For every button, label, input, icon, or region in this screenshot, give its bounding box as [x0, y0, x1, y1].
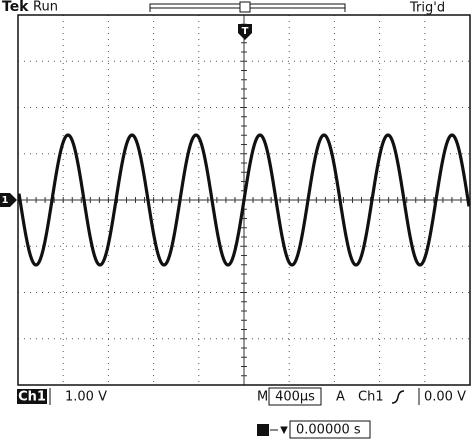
- trigger-level: 0.00 V: [424, 390, 466, 405]
- trigger-marker-label: T: [242, 26, 249, 37]
- trigger-slope: [391, 390, 405, 404]
- brand: Tek: [2, 0, 29, 15]
- record-position: [239, 1, 251, 13]
- channel: Ch1: [18, 390, 46, 405]
- channel-marker: [0, 193, 17, 207]
- vertical-scale: 1.00 V: [65, 390, 107, 405]
- position-box: [289, 420, 371, 439]
- position-icon: [257, 424, 269, 436]
- screen-border: [17, 14, 471, 386]
- channel-badge: [17, 389, 47, 404]
- position-arrow: [270, 426, 288, 435]
- horizontal-position: 0.00000 s: [296, 423, 361, 438]
- trigger-status: Trig'd: [409, 1, 445, 16]
- timebase: 400µs: [275, 390, 315, 405]
- run-status: Run: [33, 0, 58, 15]
- timebase-box: [268, 387, 322, 406]
- trigger-source: Ch1: [358, 390, 384, 405]
- channel-marker-label: 1: [2, 195, 9, 206]
- trigger-marker: [238, 24, 252, 40]
- trigger-mode: A: [336, 390, 345, 405]
- timebase-label: M: [257, 390, 268, 405]
- waveform: [17, 133, 471, 267]
